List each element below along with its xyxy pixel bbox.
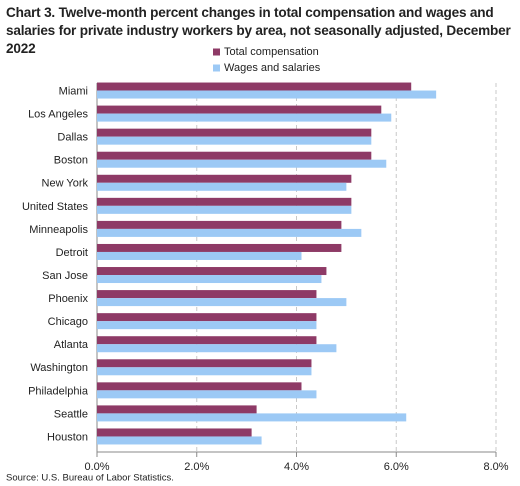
y-tick-label: Detroit	[56, 247, 88, 259]
y-tick-label: Seattle	[54, 408, 88, 420]
bar	[97, 436, 262, 445]
y-tick-label: Washington	[30, 362, 88, 374]
bar	[97, 405, 257, 414]
bar	[97, 290, 317, 299]
legend-label: Total compensation	[224, 46, 319, 58]
bar	[97, 336, 317, 345]
x-tick-label: 4.0%	[284, 461, 309, 473]
y-tick-label: Dallas	[57, 132, 88, 144]
bar	[97, 174, 352, 183]
y-tick-label: Phoenix	[48, 293, 88, 305]
y-tick-label: Boston	[54, 155, 88, 167]
bar	[97, 382, 302, 391]
bar	[97, 128, 372, 137]
bar	[97, 413, 407, 422]
bar	[97, 197, 352, 206]
bar	[97, 428, 252, 437]
bar	[97, 113, 392, 122]
bar	[97, 313, 317, 322]
x-tick-label: 0.0%	[84, 461, 109, 473]
bar	[97, 359, 312, 368]
bar	[97, 159, 387, 168]
bar	[97, 321, 317, 330]
bar	[97, 151, 372, 160]
bar	[97, 298, 347, 307]
bar	[97, 243, 342, 252]
bar	[97, 205, 352, 214]
y-tick-label: United States	[22, 201, 89, 213]
x-tick-label: 6.0%	[384, 461, 409, 473]
bar	[97, 82, 412, 91]
bar	[97, 182, 347, 191]
y-tick-label: Los Angeles	[28, 109, 88, 121]
source-note: Source: U.S. Bureau of Labor Statistics.	[6, 473, 174, 484]
y-tick-label: Philadelphia	[28, 385, 89, 397]
y-tick-label: Miami	[59, 85, 88, 97]
bar	[97, 267, 327, 276]
bar	[97, 390, 317, 399]
legend-label: Wages and salaries	[224, 62, 321, 74]
bar	[97, 136, 372, 145]
bar	[97, 275, 322, 284]
x-tick-label: 2.0%	[184, 461, 209, 473]
bar	[97, 105, 382, 114]
y-tick-label: Atlanta	[54, 339, 89, 351]
bar	[97, 367, 312, 376]
x-tick-label: 8.0%	[483, 461, 508, 473]
legend-swatch	[213, 64, 220, 72]
bar	[97, 90, 437, 99]
y-tick-label: Houston	[47, 431, 88, 443]
legend-swatch	[213, 48, 220, 56]
bar	[97, 228, 362, 237]
bar	[97, 251, 302, 260]
bar	[97, 344, 337, 353]
chart-title: Chart 3. Twelve-month percent changes in…	[6, 5, 511, 56]
y-tick-label: New York	[42, 178, 89, 190]
y-tick-label: Chicago	[48, 316, 88, 328]
y-tick-label: San Jose	[42, 270, 88, 282]
y-tick-label: Minneapolis	[29, 224, 88, 236]
bar	[97, 220, 342, 229]
